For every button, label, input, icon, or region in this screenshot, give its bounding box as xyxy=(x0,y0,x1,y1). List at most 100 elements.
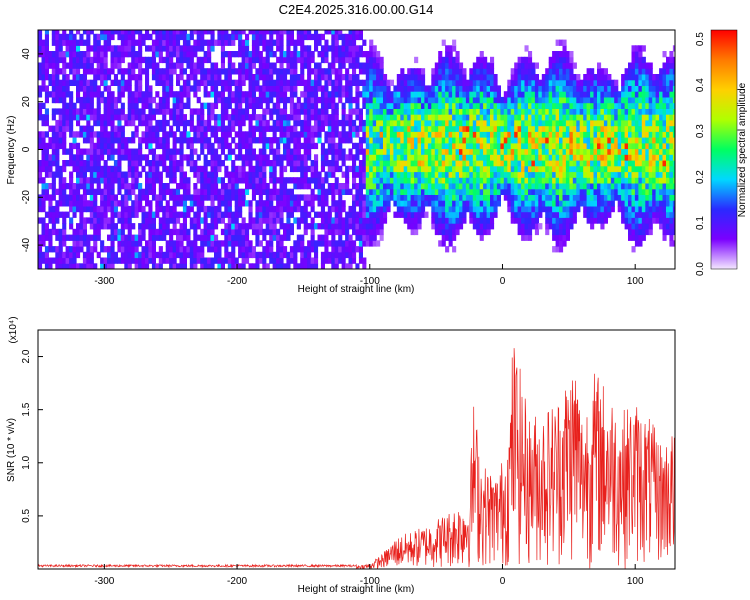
spectrogram-cell xyxy=(169,108,174,115)
spectrogram-cell xyxy=(372,188,377,195)
spectrogram-cell xyxy=(400,102,405,109)
spectrogram-cell xyxy=(396,102,401,109)
spectrogram-cell xyxy=(334,56,339,64)
spectrogram-cell xyxy=(514,62,519,69)
spectrogram-cell xyxy=(258,251,263,259)
spectrogram-cell xyxy=(341,51,346,58)
spectrogram-cell xyxy=(400,114,405,121)
spectrogram-cell xyxy=(196,108,201,115)
spectrogram-cell xyxy=(427,131,432,138)
spectrogram-cell xyxy=(379,194,384,201)
spectrogram-cell xyxy=(103,39,108,46)
spectrogram-cell xyxy=(189,85,194,92)
spectrogram-cell xyxy=(503,148,508,155)
spectrogram-cell xyxy=(559,154,564,161)
spectrogram-cell xyxy=(165,148,170,155)
spectrogram-cell xyxy=(352,62,357,69)
spectrogram-cell xyxy=(534,114,539,121)
spectrogram-cell xyxy=(565,108,570,115)
spectrogram-cell xyxy=(352,39,357,46)
spectrogram-cell xyxy=(307,62,312,69)
spectrogram-cell xyxy=(276,74,281,81)
spectrogram-cell xyxy=(76,200,81,207)
spectrogram-cell xyxy=(434,108,439,115)
spectrogram-cell xyxy=(110,205,115,213)
spectrogram-cell xyxy=(251,125,256,132)
spectrogram-cell xyxy=(421,125,426,132)
spectrogram-cell xyxy=(58,263,63,269)
spectrogram-cell xyxy=(86,160,91,167)
spectrogram-cell xyxy=(196,211,201,218)
spectrogram-cell xyxy=(396,165,401,173)
spectrogram-cell xyxy=(265,251,270,259)
spectrogram-cell xyxy=(334,74,339,81)
spectrogram-cell xyxy=(224,125,229,132)
spectrogram-cell xyxy=(455,119,460,127)
spectrogram-cell xyxy=(493,183,498,190)
spectrogram-cell xyxy=(327,119,332,127)
spectrogram-cell xyxy=(82,108,87,115)
spectrogram-cell xyxy=(207,108,212,115)
spectrogram-cell xyxy=(479,102,484,109)
spectrogram-cell xyxy=(245,91,250,98)
spectrogram-cell xyxy=(117,91,122,98)
spectrogram-cell xyxy=(452,62,457,69)
spectrogram-cell xyxy=(103,205,108,213)
spectrogram-cell xyxy=(283,194,288,201)
spectrogram-cell xyxy=(262,211,267,218)
spectrogram-cell xyxy=(496,131,501,138)
spectrogram-cell xyxy=(427,165,432,173)
spectrogram-cell xyxy=(528,102,533,109)
spectrogram-cell xyxy=(131,234,136,241)
spectrogram-cell xyxy=(72,200,77,207)
spectrogram-cell xyxy=(265,85,270,92)
spectrogram-cell xyxy=(583,96,588,104)
spectrogram-cell xyxy=(165,131,170,138)
spectrogram-cell xyxy=(207,177,212,184)
spectrogram-cell xyxy=(172,51,177,58)
spectrogram-cell xyxy=(448,119,453,127)
spectrogram-cell xyxy=(493,74,498,81)
spectrogram-cell xyxy=(300,33,305,41)
spectrogram-cell xyxy=(124,223,129,230)
spectrogram-cell xyxy=(141,68,146,75)
spectrogram-cell xyxy=(100,154,105,161)
spectrogram-cell xyxy=(269,205,274,213)
spectrogram-cell xyxy=(583,79,588,86)
spectrogram-cell xyxy=(555,91,560,98)
spectrogram-cell xyxy=(69,108,74,115)
spectrogram-cell xyxy=(224,165,229,173)
spectrogram-cell xyxy=(383,96,388,104)
spectrogram-cell xyxy=(307,96,312,104)
spectrogram-cell xyxy=(279,154,284,161)
spectrogram-cell xyxy=(503,131,508,138)
spectrogram-cell xyxy=(434,194,439,201)
spectrogram-cell xyxy=(348,62,353,69)
spectrogram-cell xyxy=(241,114,246,121)
spectrogram-cell xyxy=(565,102,570,109)
spectrogram-cell xyxy=(534,211,539,218)
spectrogram-cell xyxy=(162,188,167,195)
spectrogram-cell xyxy=(269,74,274,81)
spectrogram-cell xyxy=(86,33,91,41)
spectrogram-cell xyxy=(241,62,246,69)
spectrogram-cell xyxy=(231,263,236,269)
spectrogram-cell xyxy=(238,234,243,241)
spectrogram-cell xyxy=(445,51,450,58)
spectrogram-cell xyxy=(352,228,357,236)
spectrogram-cell xyxy=(65,51,70,58)
spectrogram-cell xyxy=(483,119,488,127)
spectrogram-cell xyxy=(251,188,256,195)
spectrogram-cell xyxy=(96,171,101,178)
spectrogram-cell xyxy=(96,148,101,155)
spectrogram-cell xyxy=(200,114,205,121)
spectrogram-cell xyxy=(117,119,122,127)
spectrogram-cell xyxy=(555,102,560,109)
spectrogram-cell xyxy=(65,160,70,167)
spectrogram-cell xyxy=(148,131,153,138)
spectrogram-cell xyxy=(100,257,105,264)
spectrogram-cell xyxy=(76,39,81,46)
spectrogram-cell xyxy=(131,205,136,213)
spectrogram-cell xyxy=(538,85,543,92)
spectrogram-cell xyxy=(272,234,277,241)
